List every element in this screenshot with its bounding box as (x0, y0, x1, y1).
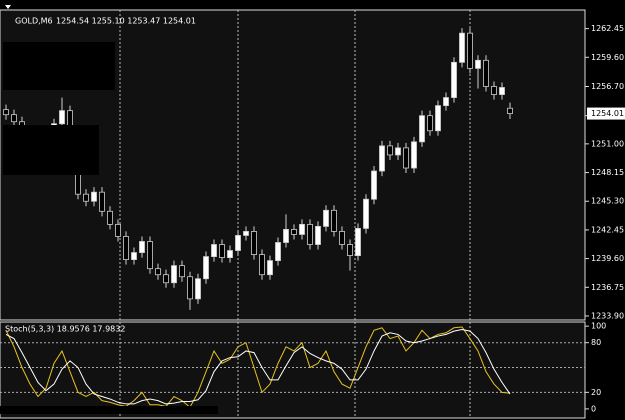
candle-body (443, 97, 449, 107)
candle-body (435, 105, 441, 132)
candle-body (283, 229, 289, 243)
candle-body (371, 170, 377, 200)
candle-body (147, 241, 153, 270)
candle-body (11, 114, 17, 123)
candle-body (355, 228, 361, 256)
stoch-line (5, 328, 511, 405)
ohlc: 1254.54 1255.10 1253.47 1254.01 (56, 17, 196, 26)
y-tick-label: 0 (591, 404, 596, 413)
last-price-box (587, 107, 625, 120)
redaction (0, 406, 218, 414)
candle-body (387, 145, 393, 156)
candle-body (195, 278, 201, 300)
candle-body (451, 61, 457, 98)
candle-body (211, 244, 217, 257)
stoch-line (5, 326, 511, 409)
candle-body (491, 86, 497, 95)
menu-arrow[interactable] (5, 5, 11, 9)
redaction (3, 125, 99, 175)
candle-body (131, 252, 137, 261)
candle-body (323, 209, 329, 227)
candle-body (227, 250, 233, 258)
candle-body (299, 223, 305, 235)
candle-body (419, 115, 425, 143)
candle-body (411, 141, 417, 169)
time-separators (119, 10, 471, 418)
last-price-label: 1254.01 (591, 109, 624, 118)
candle-body (251, 231, 257, 255)
y-tick-label: 1256.70 (591, 82, 624, 91)
candle-body (91, 191, 97, 202)
candle-body (139, 241, 145, 253)
redaction (3, 42, 115, 90)
candle-body (171, 265, 177, 284)
y-tick-label: 1259.60 (591, 53, 624, 62)
y-tick-label: 1236.75 (591, 283, 624, 292)
candle-body (179, 265, 185, 278)
candle-body (163, 274, 169, 284)
candle-body (155, 268, 161, 276)
candle-body (291, 229, 297, 235)
indicator-title: Stoch(5,3,3) 18.9576 17.9832 (5, 325, 125, 334)
candle-body (331, 209, 337, 232)
y-tick-label: 1233.90 (591, 311, 624, 320)
candle-body (315, 225, 321, 245)
candle-body (123, 236, 129, 261)
candle-body (459, 32, 465, 63)
candle-body (83, 193, 89, 202)
candle-body (499, 87, 505, 95)
y-tick-label: 1239.60 (591, 254, 624, 263)
candle-body (243, 231, 249, 236)
candle-body (379, 145, 385, 172)
candle-body (475, 59, 481, 69)
candle-body (275, 242, 281, 262)
candle-body (339, 231, 345, 245)
candle-body (347, 244, 353, 256)
candle-body (267, 260, 273, 276)
candle-body (395, 147, 401, 156)
candle-body (59, 110, 65, 125)
y-tick-label: 1262.45 (591, 24, 624, 33)
candle-body (107, 210, 113, 225)
y-tick-label: 1248.15 (591, 168, 624, 177)
candle-body (403, 147, 409, 169)
stoch-panel (0, 321, 586, 419)
candle-body (219, 244, 225, 258)
y-tick-label: 100 (591, 322, 606, 331)
candle-body (259, 254, 265, 276)
candle-body (203, 256, 209, 280)
candle-body (235, 235, 241, 251)
candle-body (187, 276, 193, 300)
candle-body (507, 107, 513, 114)
candle-body (363, 198, 369, 229)
candle-body (307, 223, 313, 245)
candle-body (115, 223, 121, 237)
candle-body (427, 115, 433, 132)
candle-body (483, 59, 489, 87)
y-tick-label: 80 (591, 338, 601, 347)
y-tick-label: 20 (591, 388, 601, 397)
symbol: GOLD,M6 (15, 17, 53, 26)
candle-body (467, 32, 473, 69)
y-tick-label: 1251.00 (591, 139, 624, 148)
candle-body (3, 109, 9, 116)
marks: 1262.451259.601256.701253.801251.001248.… (0, 24, 625, 413)
y-tick-label: 1242.45 (591, 225, 624, 234)
candle-body (99, 191, 105, 212)
y-tick-label: 1245.30 (591, 197, 624, 206)
